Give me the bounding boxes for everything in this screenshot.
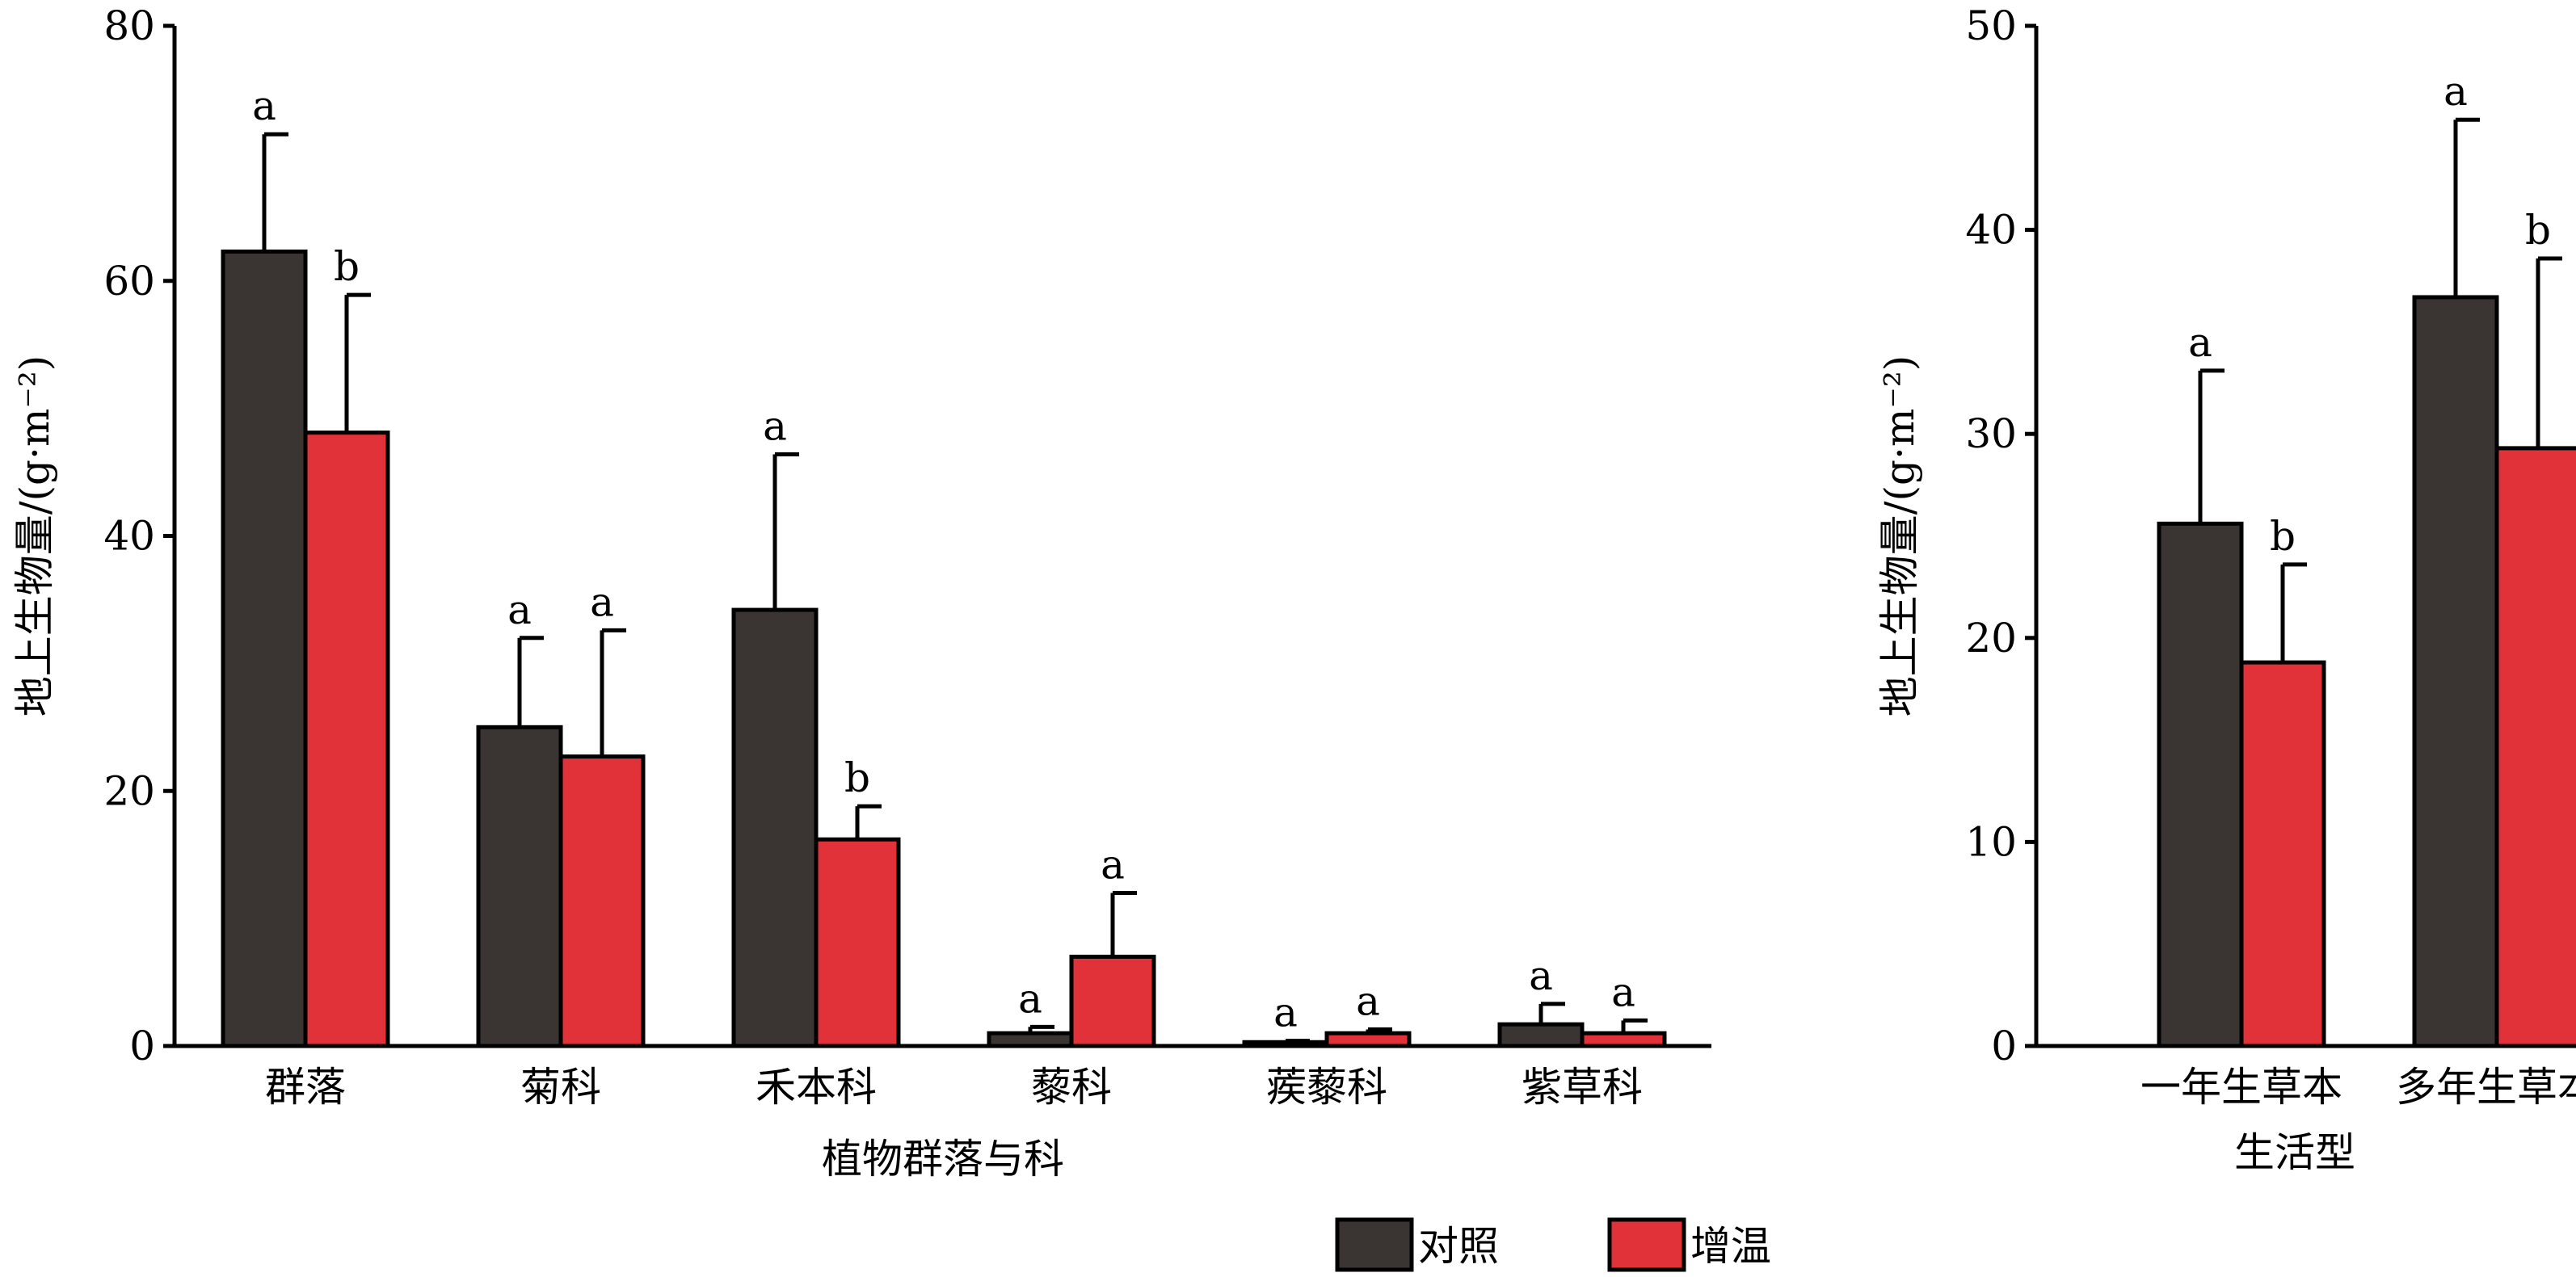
y-tick-label: 20 xyxy=(103,767,155,814)
significance-letter: a xyxy=(1018,975,1042,1022)
y-tick-label: 10 xyxy=(1965,818,2017,865)
y-tick-label: 60 xyxy=(103,258,155,305)
significance-letter: b xyxy=(334,243,360,290)
bar xyxy=(221,249,308,1048)
significance-letter: a xyxy=(252,82,276,129)
bar xyxy=(558,754,646,1048)
significance-letter: a xyxy=(1273,989,1298,1036)
y-axis-title: 地上生物量/(g·m⁻²) xyxy=(11,355,58,717)
significance-letter: a xyxy=(1101,842,1125,888)
x-tick-label: 禾本科 xyxy=(756,1064,877,1111)
significance-letter: a xyxy=(2443,68,2468,115)
y-tick-label: 20 xyxy=(1965,615,2017,662)
chart-by-family: a b 群落 a a 菊科 a b 禾本科 a a 藜科 a a 蒺藜科 a a 紫草科 0 20 40 60 80 植物群落… xyxy=(11,2,1711,1182)
y-tick-label: 50 xyxy=(1965,2,2017,49)
significance-letter: a xyxy=(1529,952,1553,999)
y-tick-label: 30 xyxy=(1965,410,2017,457)
bar xyxy=(1497,1022,1585,1048)
y-tick-label: 80 xyxy=(103,2,155,49)
x-tick-label: 多年生草本 xyxy=(2396,1064,2576,1111)
x-axis-title: 生活型 xyxy=(2234,1129,2355,1176)
x-axis-title: 植物群落与科 xyxy=(822,1136,1064,1182)
significance-letter: b xyxy=(844,754,870,801)
legend: 对照 增温 xyxy=(1335,1217,1771,1272)
significance-letter: b xyxy=(2270,513,2296,560)
bar xyxy=(814,837,901,1048)
legend-swatch-warming xyxy=(1607,1217,1686,1272)
bar xyxy=(2239,660,2326,1048)
legend-label-warming: 增温 xyxy=(1690,1223,1771,1270)
significance-letter: a xyxy=(1356,977,1380,1024)
significance-letter: b xyxy=(2525,207,2551,254)
y-tick-label: 40 xyxy=(103,513,155,560)
bar xyxy=(303,431,390,1048)
legend-swatch-control xyxy=(1335,1217,1414,1272)
legend-label-control: 对照 xyxy=(1418,1223,1499,1270)
bar xyxy=(731,607,819,1048)
chart-by-life-form: a b 一年生草本 a b 多年生草本 0 10 20 30 40 50 生活型 地上生物量/(g·m⁻²… xyxy=(1876,2,2576,1176)
bar xyxy=(1069,954,1156,1048)
y-tick-label: 40 xyxy=(1965,207,2017,254)
significance-letter: a xyxy=(2188,319,2212,366)
significance-letter: a xyxy=(590,578,614,625)
significance-letter: a xyxy=(1611,968,1635,1015)
bar xyxy=(2494,446,2576,1048)
significance-letter: a xyxy=(507,586,532,633)
bar xyxy=(2412,295,2499,1048)
bar xyxy=(2157,521,2244,1048)
x-tick-label: 蒺藜科 xyxy=(1266,1064,1387,1111)
x-tick-label: 紫草科 xyxy=(1522,1064,1643,1111)
bar xyxy=(476,725,563,1048)
x-tick-label: 菊科 xyxy=(520,1064,601,1111)
x-tick-label: 藜科 xyxy=(1031,1064,1112,1111)
x-tick-label: 一年生草本 xyxy=(2140,1064,2342,1111)
y-tick-label: 0 xyxy=(129,1023,155,1069)
significance-letter: a xyxy=(763,402,787,449)
y-axis-title: 地上生物量/(g·m⁻²) xyxy=(1876,355,1923,717)
y-tick-label: 0 xyxy=(1991,1023,2017,1069)
x-tick-label: 群落 xyxy=(265,1064,346,1111)
